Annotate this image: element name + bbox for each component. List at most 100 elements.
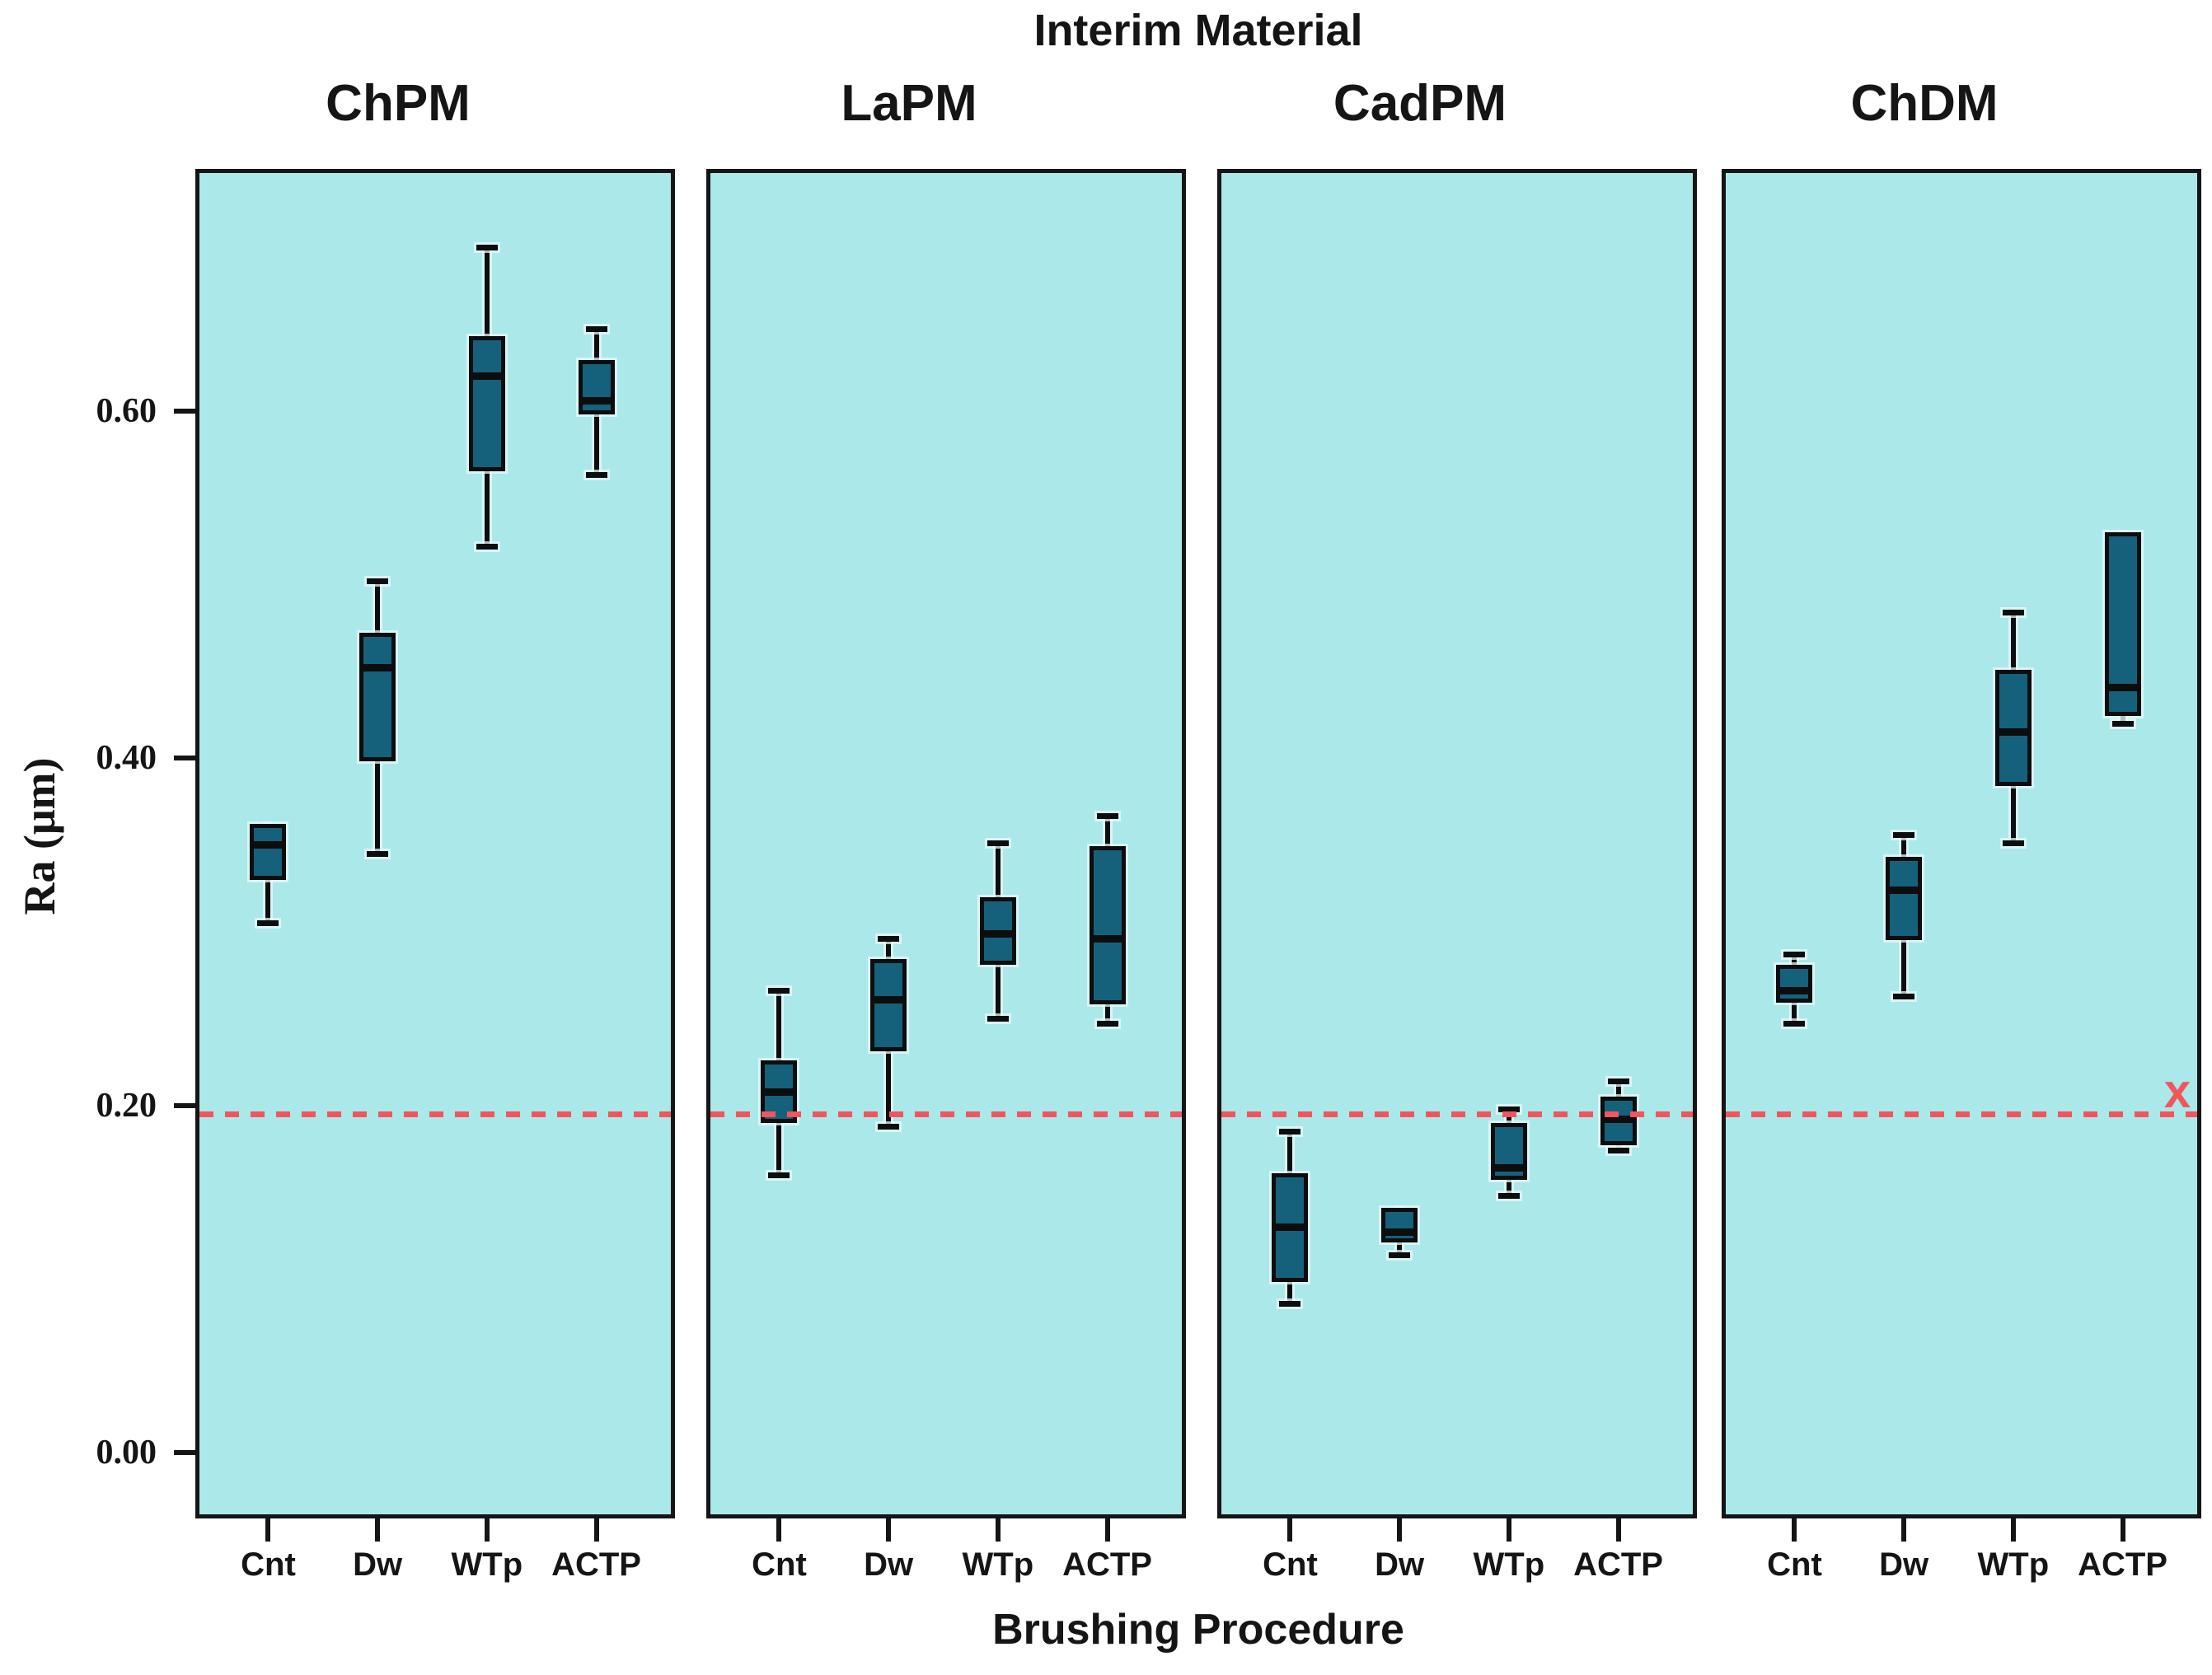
x-tick-label-cnt: Cnt — [1263, 1546, 1318, 1583]
x-tick-label-actp: ACTP — [551, 1546, 641, 1583]
whisker-cap-bottom — [2111, 720, 2134, 727]
panel-cadpm — [1217, 169, 1697, 1518]
whisker-cap-bottom — [2002, 840, 2024, 847]
x-tick — [1397, 1518, 1403, 1542]
whisker-cap-bottom — [367, 850, 389, 857]
x-axis-title: Brushing Procedure — [992, 1606, 1404, 1654]
x-tick-label-dw: Dw — [864, 1546, 914, 1583]
whisker-cap-top — [986, 840, 1009, 847]
median-line — [1600, 1116, 1637, 1124]
median-line — [359, 664, 396, 672]
panel-header-cadpm: CadPM — [1333, 75, 1507, 132]
x-tick — [265, 1518, 271, 1542]
y-tick — [174, 1102, 195, 1108]
box-lapm-dw — [870, 959, 907, 1052]
whisker-cap-bottom — [878, 1123, 900, 1130]
whisker-cap-bottom — [257, 920, 279, 927]
box-chdm-wtp — [1994, 669, 2032, 786]
y-tick-label: 0.40 — [96, 739, 157, 777]
median-line — [1381, 1228, 1418, 1237]
x-tick-label-actp: ACTP — [1573, 1546, 1663, 1583]
y-tick — [174, 408, 195, 414]
x-tick — [2120, 1518, 2125, 1542]
x-tick — [1615, 1518, 1621, 1542]
reference-line — [710, 1111, 1182, 1118]
whisker-cap-bottom — [1893, 993, 1915, 999]
x-tick — [1104, 1518, 1110, 1542]
x-tick-label-cnt: Cnt — [241, 1546, 296, 1583]
median-line — [578, 396, 615, 405]
whisker-cap-top — [476, 245, 498, 251]
x-tick-label-dw: Dw — [1375, 1546, 1425, 1583]
reference-line — [1221, 1111, 1693, 1118]
x-tick — [375, 1518, 381, 1542]
y-tick-label: 0.20 — [96, 1086, 157, 1125]
box-lapm-actp — [1089, 846, 1126, 1005]
median-line — [1994, 728, 2032, 737]
whisker-cap-top — [1893, 831, 1915, 838]
whisker-cap-bottom — [768, 1172, 790, 1178]
box-chdm-dw — [1886, 857, 1923, 941]
panel-header-chdm: ChDM — [1850, 75, 1999, 132]
x-tick — [2010, 1518, 2016, 1542]
median-line — [1490, 1164, 1527, 1172]
reference-line — [1726, 1111, 2197, 1118]
whisker-cap-bottom — [476, 543, 498, 550]
x-tick — [1506, 1518, 1511, 1542]
x-tick — [995, 1518, 1001, 1542]
x-tick-label-wtp: WTp — [1977, 1546, 2050, 1583]
whisker-cap-bottom — [1096, 1021, 1118, 1027]
x-tick — [484, 1518, 490, 1542]
whisker-cap-bottom — [1783, 1021, 1806, 1027]
x-tick-label-cnt: Cnt — [752, 1546, 807, 1583]
x-tick — [1792, 1518, 1797, 1542]
whisker-cap-bottom — [1497, 1193, 1520, 1200]
x-tick — [1901, 1518, 1907, 1542]
whisker-cap-top — [1607, 1078, 1629, 1084]
y-tick-label: 0.00 — [96, 1434, 157, 1471]
x-tick — [776, 1518, 782, 1542]
chart-title: Interim Material — [1033, 6, 1363, 55]
box-chpm-cnt — [250, 824, 287, 880]
whisker-cap-top — [768, 988, 790, 994]
panel-header-chpm: ChPM — [326, 75, 471, 132]
whisker-cap-top — [1783, 952, 1806, 958]
whisker-cap-top — [367, 578, 389, 585]
x-tick-label-wtp: WTp — [962, 1546, 1034, 1583]
median-line — [979, 929, 1016, 938]
x-tick — [593, 1518, 599, 1542]
x-tick-label-wtp: WTp — [451, 1546, 523, 1583]
box-chpm-dw — [359, 633, 396, 762]
panel-lapm — [706, 169, 1186, 1518]
x-tick-label-dw: Dw — [353, 1546, 403, 1583]
box-chpm-wtp — [468, 335, 505, 472]
box-chpm-actp — [578, 360, 615, 414]
whisker-cap-top — [2002, 609, 2024, 615]
y-tick — [174, 756, 195, 760]
median-line — [1272, 1223, 1309, 1232]
whisker-cap-bottom — [986, 1016, 1009, 1022]
whisker-cap-bottom — [585, 472, 607, 479]
x-tick-label-actp: ACTP — [2078, 1546, 2167, 1583]
whisker-cap-bottom — [1279, 1300, 1301, 1307]
whisker-cap-top — [1497, 1106, 1520, 1112]
box-chdm-cnt — [1776, 964, 1813, 1004]
whisker-cap-bottom — [1389, 1252, 1411, 1258]
panel-chdm — [1722, 169, 2201, 1518]
x-tick-label-wtp: WTp — [1473, 1546, 1545, 1583]
whisker-cap-top — [585, 326, 607, 333]
panel-header-lapm: LaPM — [841, 75, 977, 132]
median-line — [1776, 987, 1813, 995]
median-line — [1089, 935, 1126, 943]
whisker-cap-bottom — [1607, 1148, 1629, 1154]
whisker-cap-top — [878, 936, 900, 943]
box-cadpm-dw — [1381, 1207, 1418, 1242]
median-line — [761, 1088, 798, 1096]
x-tick — [1287, 1518, 1293, 1542]
y-tick — [174, 1450, 195, 1455]
whisker-cap-top — [1096, 812, 1118, 819]
x-tick-label-dw: Dw — [1879, 1546, 1929, 1583]
whisker-cap-top — [1279, 1129, 1301, 1135]
